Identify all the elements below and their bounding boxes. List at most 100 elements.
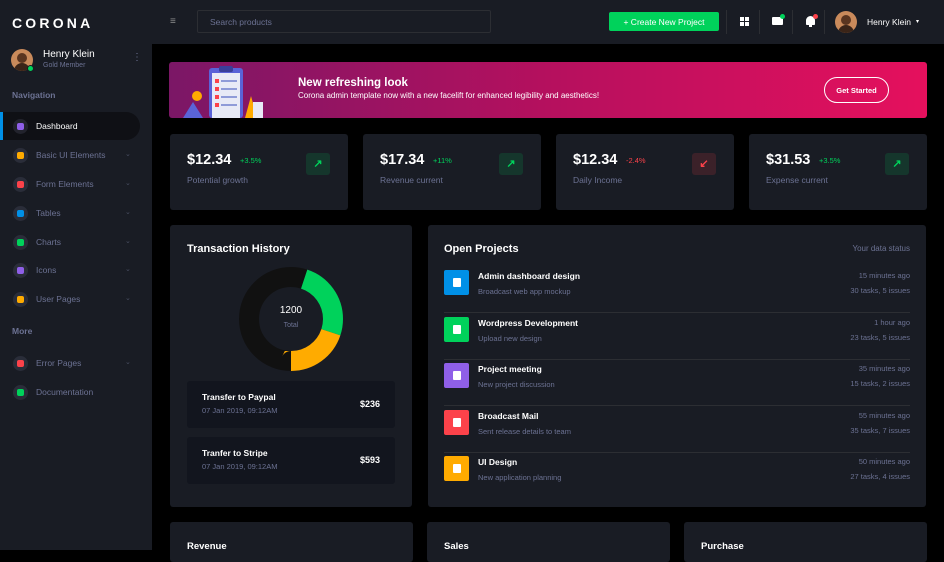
email-icon[interactable] (771, 13, 785, 29)
table-icon (13, 206, 28, 221)
sidebar-item-error-pages[interactable]: Error Pages ⌄ (0, 349, 140, 377)
project-item[interactable]: Admin dashboard design Broadcast web app … (444, 267, 910, 313)
sidebar-profile[interactable]: Henry Klein Gold Member ⋮ (11, 49, 143, 73)
chart-icon (13, 235, 28, 250)
stat-value: $31.53 (766, 152, 811, 168)
sidebar-item-label: Dashboard (36, 121, 78, 131)
create-new-project-button[interactable]: + Create New Project (609, 12, 719, 31)
speedometer-icon (13, 119, 28, 134)
sidebar-item-label: Charts (36, 237, 62, 247)
sidebar-item-dashboard[interactable]: Dashboard (0, 112, 140, 140)
sidebar-item-user-pages[interactable]: User Pages ⌄ (0, 285, 140, 313)
stat-label: Potential growth (187, 175, 248, 185)
menu-icon[interactable]: ≡ (170, 16, 176, 27)
stat-change: -2.4% (626, 156, 646, 165)
bottom-card-revenue: Revenue (170, 522, 413, 562)
sidebar-item-label: Icons (36, 265, 57, 275)
user-avatar[interactable] (835, 11, 857, 33)
card-title: Revenue (187, 541, 227, 552)
sidebar-item-label: Documentation (36, 387, 94, 397)
divider (444, 451, 910, 453)
chevron-down-icon[interactable]: ▾ (916, 19, 920, 25)
sidebar-item-form-elements[interactable]: Form Elements ⌄ (0, 170, 140, 198)
chevron-down-icon: ⌄ (125, 209, 131, 216)
user-name[interactable]: Henry Klein (867, 17, 911, 27)
project-time: 50 minutes ago (858, 457, 910, 466)
arrow-top-right-icon: ↗ (306, 153, 330, 175)
profile-name: Henry Klein (43, 49, 95, 60)
stat-change: +11% (433, 156, 452, 165)
project-item[interactable]: Wordpress Development Upload new design 1 … (444, 314, 910, 360)
card-title: Sales (444, 541, 469, 552)
transaction-date: 07 Jan 2019, 09:12AM (202, 462, 278, 471)
project-subtitle: Sent release details to team (478, 426, 571, 436)
banner-title: New refreshing look (298, 77, 408, 89)
project-time: 55 minutes ago (858, 410, 910, 420)
data-status-label: Your data status (852, 244, 910, 253)
sidebar-item-icons[interactable]: Icons ⌄ (0, 256, 140, 284)
file-document-icon (13, 385, 28, 400)
project-item[interactable]: Broadcast Mail Sent release details to te… (444, 407, 910, 453)
stat-value: $12.34 (187, 152, 232, 168)
panel-title: Transaction History (187, 243, 290, 255)
project-tasks: 23 tasks, 5 issues (850, 332, 910, 342)
sidebar-item-basic-ui-elements[interactable]: Basic UI Elements ⌄ (0, 141, 140, 169)
project-tasks: 27 tasks, 4 issues (850, 472, 910, 481)
stat-card: $12.34 -2.4% Daily Income ↙ (556, 134, 734, 210)
get-started-button[interactable]: Get Started (824, 77, 889, 103)
project-subtitle: Broadcast web app mockup (478, 287, 571, 296)
stat-change: +3.5% (819, 156, 841, 165)
sidebar: CORONA Henry Klein Gold Member ⋮ Navigat… (0, 0, 152, 550)
clipboard-illustration-icon (183, 66, 263, 118)
stat-card: $12.34 +3.5% Potential growth ↗ (170, 134, 348, 210)
donut-total-label: Total (283, 322, 299, 329)
contacts-icon (13, 263, 28, 278)
donut-total-value: 1200 (279, 305, 303, 316)
sidebar-item-label: Form Elements (36, 179, 94, 189)
transaction-item[interactable]: Tranfer to Stripe 07 Jan 2019, 09:12AM $59… (187, 437, 395, 484)
transaction-name: Tranfer to Stripe (202, 448, 268, 458)
sidebar-item-tables[interactable]: Tables ⌄ (0, 199, 140, 227)
transaction-amount: $236 (359, 399, 380, 409)
clock-icon (444, 363, 469, 388)
email-open-icon (444, 409, 469, 435)
project-item[interactable]: UI Design New application planning 50 minu… (444, 453, 910, 499)
security-icon (13, 292, 28, 307)
search-input[interactable] (197, 10, 491, 33)
cloud-download-icon (444, 316, 469, 342)
transaction-donut-chart (239, 267, 343, 371)
stat-card: $31.53 +3.5% Expense current ↗ (749, 134, 927, 210)
divider (444, 405, 910, 406)
profile-role: Gold Member (43, 62, 86, 69)
transaction-amount: $593 (359, 455, 380, 465)
project-item[interactable]: Project meeting New project discussion 35 … (444, 360, 910, 406)
lock-icon (13, 356, 28, 371)
view-grid-icon[interactable] (738, 13, 752, 29)
donut-segment-1 (239, 267, 343, 371)
stat-card: $17.34 +11% Revenue current ↗ (363, 134, 541, 210)
stat-value: $12.34 (573, 152, 618, 168)
project-title: Project meeting (478, 364, 542, 374)
project-subtitle: New application planning (478, 473, 562, 482)
project-subtitle: Upload new design (478, 333, 542, 343)
sidebar-item-charts[interactable]: Charts ⌄ (0, 228, 140, 256)
bottom-card-sales: Sales (427, 522, 670, 562)
section-label-navigation: Navigation (12, 90, 56, 100)
more-vertical-icon[interactable]: ⋮ (132, 52, 142, 63)
project-subtitle: New project discussion (478, 380, 555, 389)
project-tasks: 30 tasks, 5 issues (850, 286, 910, 295)
online-status-dot (27, 65, 34, 72)
project-time: 1 hour ago (874, 317, 910, 327)
divider (444, 358, 910, 360)
stat-label: Revenue current (380, 175, 443, 185)
chevron-down-icon: ⌄ (125, 266, 131, 273)
transaction-item[interactable]: Transfer to Paypal 07 Jan 2019, 09:12AM $2… (187, 381, 395, 428)
bell-icon[interactable] (804, 13, 818, 29)
brand-logo[interactable]: CORONA (12, 15, 94, 31)
file-icon (444, 270, 469, 295)
sidebar-item-label: User Pages (36, 294, 81, 304)
arrow-bottom-left-icon: ↙ (692, 153, 716, 175)
banner-subtitle: Corona admin template now with a new fac… (298, 91, 600, 100)
chevron-down-icon: ⌄ (125, 180, 131, 187)
sidebar-item-documentation[interactable]: Documentation (0, 378, 140, 406)
